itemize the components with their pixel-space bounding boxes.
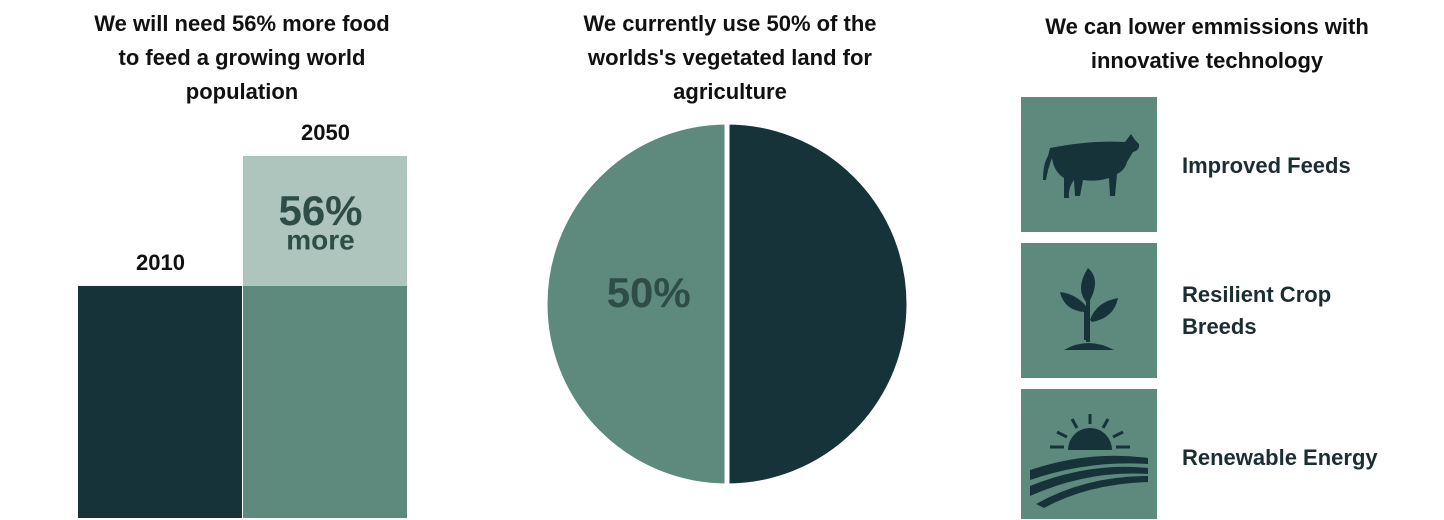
tech-item: Renewable Energy	[1182, 445, 1378, 470]
tech-icons	[1021, 97, 1157, 519]
tech-item: Resilient Crop Breeds	[1182, 282, 1332, 339]
category-label: 2010	[136, 250, 185, 275]
sun-field-icon	[1030, 414, 1148, 508]
pie-slice	[542, 119, 730, 489]
bar-segment	[78, 285, 242, 518]
bar-title: We will need 56% more food to feed a gro…	[94, 11, 390, 104]
tech-title: We can lower emmissions with innovative …	[1045, 14, 1369, 73]
bar-segment	[243, 156, 407, 286]
category-label: 2050	[301, 120, 350, 145]
bar-segment	[243, 285, 407, 518]
tech-item: Improved Feeds	[1182, 153, 1351, 178]
plant-icon	[1060, 268, 1118, 350]
pie-label: 50%	[607, 269, 691, 316]
value-label: 56%	[278, 187, 362, 234]
pie-slice	[724, 119, 912, 489]
pie-title: We currently use 50% of the worlds's veg…	[583, 11, 877, 104]
cow-icon	[1043, 134, 1140, 198]
value-annotation: more	[286, 224, 354, 255]
icon-box	[1021, 389, 1157, 519]
